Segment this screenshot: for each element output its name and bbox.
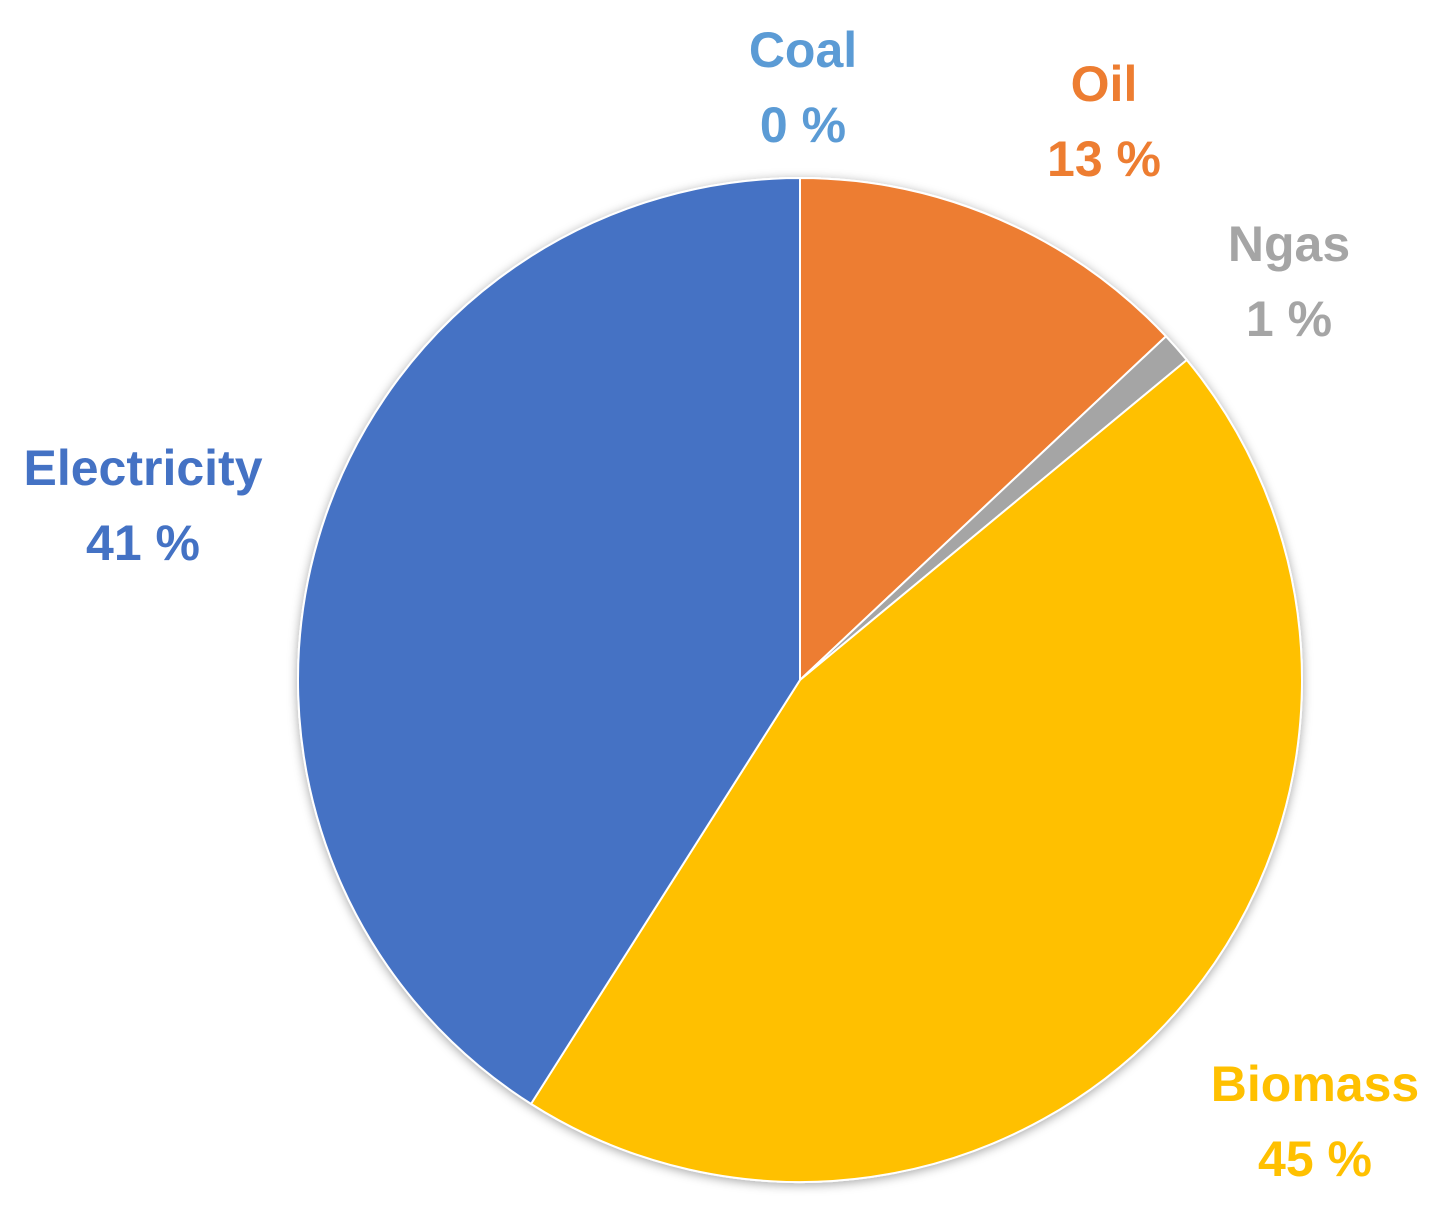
- data-label-value-electricity: 41 %: [86, 515, 200, 571]
- data-label-value-biomass: 45 %: [1258, 1131, 1372, 1187]
- data-label-category-coal: Coal: [749, 22, 857, 78]
- pie-slices: [297, 177, 1303, 1183]
- pie-slice-electricity: [297, 177, 801, 1105]
- pie-slice-biomass: [530, 359, 1303, 1183]
- data-label-category-biomass: Biomass: [1211, 1056, 1419, 1112]
- pie-data-labels: Coal 0 % Oil 13 % Ngas 1 % Biomass 45 % Electric…: [23, 22, 1419, 1187]
- pie-slice-oil: [799, 177, 1167, 681]
- data-label-category-oil: Oil: [1071, 56, 1138, 112]
- data-label-value-ngas: 1 %: [1246, 291, 1332, 347]
- data-label-value-coal: 0 %: [760, 97, 846, 153]
- data-label-category-electricity: Electricity: [23, 440, 262, 496]
- data-label-category-ngas: Ngas: [1228, 216, 1350, 272]
- data-label-value-oil: 13 %: [1047, 131, 1161, 187]
